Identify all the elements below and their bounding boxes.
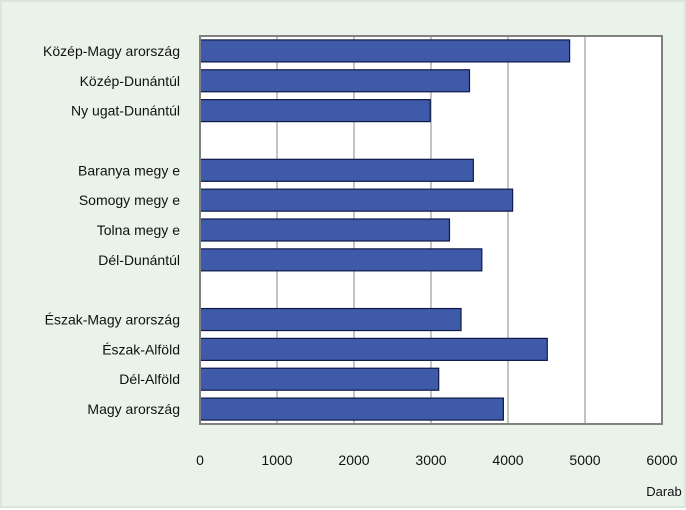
x-tick-label: 2000: [338, 452, 369, 468]
bar: [199, 218, 451, 242]
category-label: Somogy megy e: [79, 192, 180, 208]
x-tick-label: 4000: [492, 452, 523, 468]
category-label: Közép-Dunántúl: [80, 73, 180, 89]
category-label: Baranya megy e: [78, 162, 180, 178]
bar: [199, 307, 462, 332]
category-label: Ny ugat-Dunántúl: [71, 103, 180, 119]
category-label: Közép-Magy arország: [43, 43, 180, 59]
category-label: Dél-Alföld: [119, 371, 180, 387]
bar: [199, 69, 471, 93]
bar: [199, 158, 474, 182]
bar: [199, 188, 514, 212]
bars-group: [199, 39, 571, 421]
category-labels: Közép-Magy arország Közép-Dunántúl Ny ugat…: [43, 43, 180, 417]
x-tick-label: 6000: [646, 452, 677, 468]
bar: [199, 337, 548, 361]
x-axis-unit-label: Darab: [646, 484, 681, 499]
x-tick-label: 0: [196, 452, 204, 468]
bar: [199, 99, 431, 123]
bar: [199, 397, 504, 421]
plot-border: [199, 35, 663, 425]
category-label: Észak-Alföld: [102, 341, 180, 357]
category-label: Dél-Dunántúl: [98, 252, 180, 268]
x-tick-labels: 0 1000 2000 3000 4000 5000 6000: [196, 452, 678, 468]
category-label: Tolna megy e: [97, 222, 180, 238]
x-tick-label: 1000: [261, 452, 292, 468]
bar: [199, 248, 483, 272]
category-label: Magy arország: [87, 401, 180, 417]
x-tick-label: 5000: [569, 452, 600, 468]
bar: [199, 367, 440, 391]
category-label: Észak-Magy arország: [45, 312, 180, 328]
x-tick-label: 3000: [415, 452, 446, 468]
bar: [199, 39, 571, 63]
